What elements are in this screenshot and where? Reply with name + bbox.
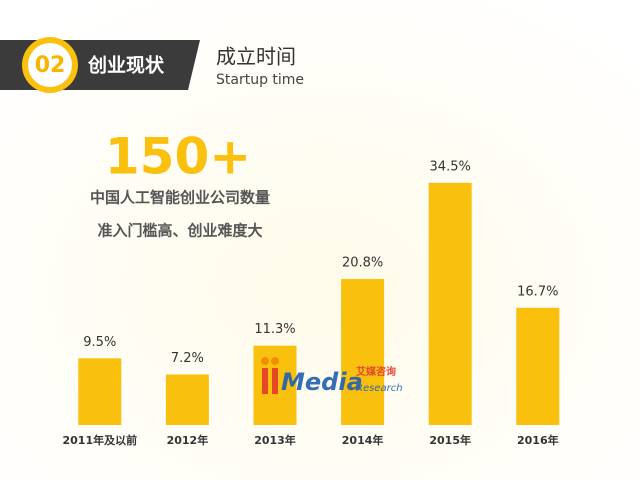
watermark: Media 艾媒咨询 Research: [261, 357, 403, 396]
category-label: 2014年: [342, 433, 384, 447]
logo-bar: [262, 368, 268, 394]
page-subtitle: Startup time: [216, 72, 304, 88]
bar: [428, 182, 472, 425]
watermark-brand: Media: [281, 368, 363, 396]
value-label: 34.5%: [430, 159, 471, 174]
page-title: 成立时间: [216, 45, 296, 69]
headline-subtitle: 中国人工智能创业公司数量: [90, 189, 270, 207]
category-label: 2016年: [517, 433, 559, 447]
value-label: 11.3%: [254, 322, 295, 337]
category-label: 2012年: [167, 433, 209, 447]
logo-dot: [261, 357, 269, 365]
watermark-sub: Research: [356, 383, 403, 394]
bar: [341, 278, 385, 425]
category-label: 2013年: [254, 433, 296, 447]
section-number: 02: [35, 53, 66, 78]
watermark-name: 艾媒咨询: [356, 365, 396, 378]
value-label: 16.7%: [517, 284, 558, 299]
logo-dot: [271, 357, 279, 365]
value-label: 7.2%: [171, 351, 204, 366]
headline-number: 150+: [105, 128, 251, 186]
category-label: 2011年及以前: [62, 433, 137, 447]
value-label: 20.8%: [342, 255, 383, 270]
bar: [165, 374, 209, 425]
value-label: 9.5%: [83, 335, 116, 350]
bar-group: 9.5% 2011年及以前 7.2% 2012年 11.3% 2013年 20.8% 2014…: [62, 159, 560, 447]
category-label: 2015年: [429, 433, 471, 447]
bar: [78, 358, 122, 425]
number-disc: [28, 43, 72, 87]
section-title: 创业现状: [87, 54, 165, 77]
headline-note: 准入门槛高、创业难度大: [97, 222, 262, 240]
logo-bar: [272, 368, 278, 394]
bar: [516, 307, 560, 425]
